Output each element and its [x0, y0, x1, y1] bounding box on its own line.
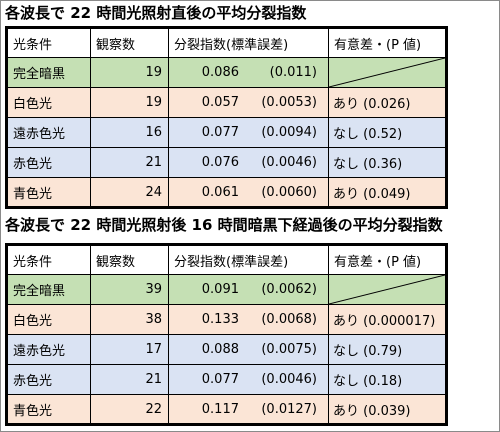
- diagonal-line: [329, 275, 445, 304]
- count-cell: 19: [90, 87, 169, 118]
- header-condition: 光条件: [6, 244, 91, 275]
- index-value: 0.077: [201, 372, 239, 387]
- header-significance: 有意差・(P 値): [328, 27, 447, 58]
- significance-cell: なし (0.79): [328, 334, 447, 365]
- index-value: 0.061: [201, 184, 239, 200]
- index-cell: 0.057 (0.0053): [168, 87, 329, 118]
- condition-cell: 遠赤色光: [6, 117, 91, 148]
- table2: 光条件 観察数 分裂指数(標準誤差) 有意差・(P 値) 完全暗黒 39 0.0…: [5, 243, 448, 426]
- se-value: (0.0068): [261, 312, 317, 327]
- condition-cell: 白色光: [6, 87, 91, 118]
- se-value: (0.0127): [261, 401, 317, 417]
- se-value: (0.0060): [261, 184, 317, 200]
- table-row: 青色光 24 0.061 (0.0060) あり (0.049): [6, 177, 447, 208]
- significance-cell: なし (0.36): [328, 147, 447, 178]
- se-value: (0.0046): [261, 372, 317, 387]
- se-value: (0.0094): [261, 125, 317, 140]
- count-cell: 38: [90, 304, 169, 335]
- condition-cell: 青色光: [6, 394, 91, 425]
- table1-header-row: 光条件 観察数 分裂指数(標準誤差) 有意差・(P 値): [6, 27, 447, 58]
- table1: 光条件 観察数 分裂指数(標準誤差) 有意差・(P 値) 完全暗黒 19 0.0…: [5, 26, 448, 209]
- count-cell: 22: [90, 394, 169, 425]
- count-cell: 39: [90, 274, 169, 305]
- count-cell: 17: [90, 334, 169, 365]
- table-row: 白色光 19 0.057 (0.0053) あり (0.026): [6, 87, 447, 118]
- table-row: 遠赤色光 17 0.088 (0.0075) なし (0.79): [6, 334, 447, 365]
- reference-slash-cell: [328, 274, 447, 305]
- index-cell: 0.077 (0.0094): [168, 117, 329, 148]
- index-cell: 0.117 (0.0127): [168, 394, 329, 425]
- significance-cell: あり (0.000017): [328, 304, 447, 335]
- significance-cell: あり (0.039): [328, 394, 447, 425]
- count-cell: 19: [90, 57, 169, 88]
- index-value: 0.057: [201, 95, 239, 110]
- condition-cell: 赤色光: [6, 147, 91, 178]
- se-value: (0.011): [269, 65, 317, 80]
- index-cell: 0.077 (0.0046): [168, 364, 329, 395]
- index-cell: 0.076 (0.0046): [168, 147, 329, 178]
- table-row: 完全暗黒 19 0.086 (0.011): [6, 57, 447, 88]
- index-cell: 0.133 (0.0068): [168, 304, 329, 335]
- se-value: (0.0062): [261, 282, 317, 297]
- condition-cell: 完全暗黒: [6, 274, 91, 305]
- condition-cell: 青色光: [6, 177, 91, 208]
- index-value: 0.117: [201, 401, 239, 417]
- reference-slash-cell: [328, 57, 447, 88]
- count-cell: 24: [90, 177, 169, 208]
- table2-title: 各波長で 22 時間光照射後 16 時間暗黒下経過後の平均分裂指数: [5, 216, 443, 234]
- header-condition: 光条件: [6, 27, 91, 58]
- condition-cell: 白色光: [6, 304, 91, 335]
- index-cell: 0.088 (0.0075): [168, 334, 329, 365]
- condition-cell: 完全暗黒: [6, 57, 91, 88]
- header-significance: 有意差・(P 値): [328, 244, 447, 275]
- index-cell: 0.091 (0.0062): [168, 274, 329, 305]
- condition-cell: 遠赤色光: [6, 334, 91, 365]
- se-value: (0.0075): [261, 342, 317, 357]
- count-cell: 21: [90, 364, 169, 395]
- index-value: 0.086: [201, 65, 239, 80]
- index-value: 0.088: [201, 342, 239, 357]
- table-row: 赤色光 21 0.076 (0.0046) なし (0.36): [6, 147, 447, 178]
- significance-cell: あり (0.026): [328, 87, 447, 118]
- condition-cell: 赤色光: [6, 364, 91, 395]
- index-value: 0.076: [201, 155, 239, 170]
- index-value: 0.133: [201, 312, 239, 327]
- index-value: 0.091: [201, 282, 239, 297]
- table-row: 遠赤色光 16 0.077 (0.0094) なし (0.52): [6, 117, 447, 148]
- header-count: 観察数: [90, 244, 169, 275]
- index-cell: 0.061 (0.0060): [168, 177, 329, 208]
- header-index: 分裂指数(標準誤差): [168, 244, 329, 275]
- table2-header-row: 光条件 観察数 分裂指数(標準誤差) 有意差・(P 値): [6, 244, 447, 275]
- se-value: (0.0053): [261, 95, 317, 110]
- header-index: 分裂指数(標準誤差): [168, 27, 329, 58]
- index-cell: 0.086 (0.011): [168, 57, 329, 88]
- significance-cell: なし (0.18): [328, 364, 447, 395]
- se-value: (0.0046): [261, 155, 317, 170]
- diagonal-line: [329, 58, 445, 87]
- table-row: 赤色光 21 0.077 (0.0046) なし (0.18): [6, 364, 447, 395]
- header-count: 観察数: [90, 27, 169, 58]
- index-value: 0.077: [201, 125, 239, 140]
- table-row: 青色光 22 0.117 (0.0127) あり (0.039): [6, 394, 447, 425]
- count-cell: 16: [90, 117, 169, 148]
- count-cell: 21: [90, 147, 169, 178]
- table-row: 白色光 38 0.133 (0.0068) あり (0.000017): [6, 304, 447, 335]
- table1-title: 各波長で 22 時間光照射直後の平均分裂指数: [5, 4, 307, 22]
- significance-cell: あり (0.049): [328, 177, 447, 208]
- table-row: 完全暗黒 39 0.091 (0.0062): [6, 274, 447, 305]
- significance-cell: なし (0.52): [328, 117, 447, 148]
